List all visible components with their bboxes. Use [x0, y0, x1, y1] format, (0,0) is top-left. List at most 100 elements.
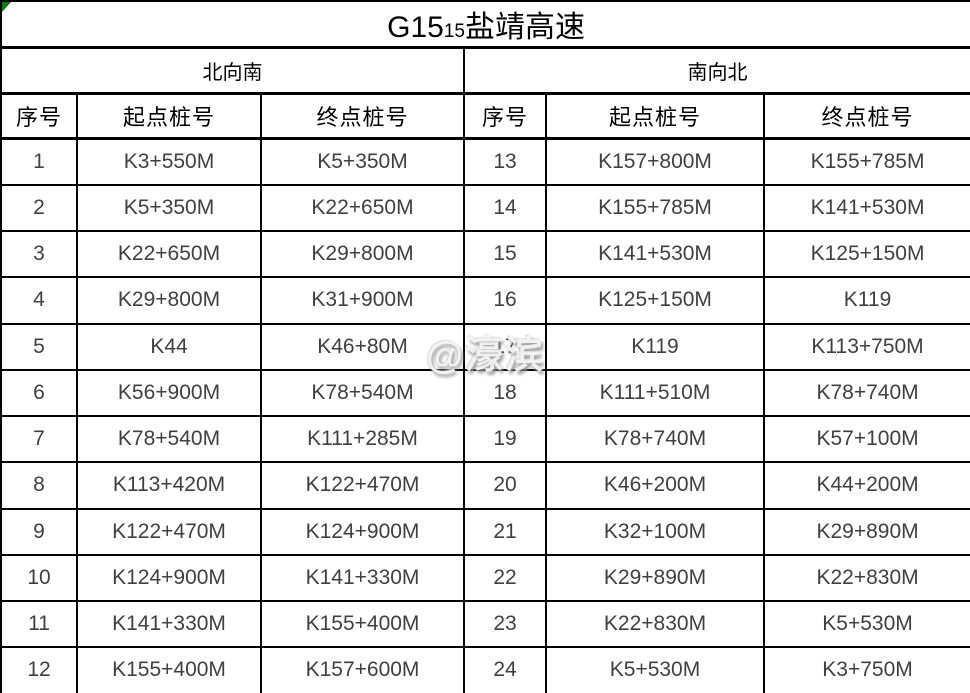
start-stake-cell: K141+330M: [76, 599, 262, 649]
serial-number-cell: 6: [0, 368, 78, 418]
column-header-end-stake-right: 终点桩号: [762, 92, 970, 140]
start-stake-cell: K29+800M: [76, 276, 262, 325]
start-stake-cell: K113+420M: [76, 461, 262, 510]
end-stake-cell: K78+540M: [260, 368, 465, 418]
serial-number-cell: 16: [463, 276, 547, 325]
column-header-start-stake-left: 起点桩号: [76, 92, 262, 140]
start-stake-cell: K119: [545, 322, 765, 371]
table-row: 10 K124+900M K141+330M 22 K29+890M K22+830M: [0, 553, 970, 603]
end-stake-cell: K119: [762, 276, 970, 325]
end-stake-cell: K29+800M: [260, 229, 465, 279]
serial-number-cell: 22: [463, 553, 547, 603]
end-stake-cell: K46+80M: [260, 322, 465, 371]
start-stake-cell: K3+550M: [76, 137, 262, 186]
start-stake-cell: K78+740M: [545, 414, 765, 464]
table-body: 1 K3+550M K5+350M 13 K157+800M K155+785M 2 K5+3…: [0, 137, 970, 693]
start-stake-cell: K44: [76, 322, 262, 371]
serial-number-cell: 13: [463, 137, 547, 186]
start-stake-cell: K155+400M: [76, 646, 262, 693]
start-stake-cell: K32+100M: [545, 507, 765, 556]
start-stake-cell: K29+890M: [545, 553, 765, 603]
start-stake-cell: K141+530M: [545, 229, 765, 279]
table-row: 6 K56+900M K78+540M 18 K111+510M K78+740M: [0, 368, 970, 418]
serial-number-cell: 1: [0, 137, 78, 186]
table-row: 12 K155+400M K157+600M 24 K5+530M K3+750M: [0, 646, 970, 693]
direction-header-south-to-north: 南向北: [462, 46, 970, 95]
end-stake-cell: K22+830M: [762, 553, 970, 603]
end-stake-cell: K29+890M: [762, 507, 970, 556]
title-road-name: 盐靖高速: [464, 11, 585, 44]
column-header-row: 序号 起点桩号 终点桩号 序号 起点桩号 终点桩号: [0, 92, 970, 140]
start-stake-cell: K122+470M: [76, 507, 262, 556]
serial-number-cell: 15: [463, 229, 547, 279]
end-stake-cell: K3+750M: [762, 646, 970, 693]
start-stake-cell: K56+900M: [76, 368, 262, 418]
start-stake-cell: K155+785M: [545, 183, 765, 233]
serial-number-cell: 18: [463, 368, 547, 418]
column-header-start-stake-right: 起点桩号: [545, 92, 765, 140]
end-stake-cell: K124+900M: [260, 507, 465, 556]
serial-number-cell: 17: [463, 322, 547, 371]
table-row: 7 K78+540M K111+285M 19 K78+740M K57+100M: [0, 414, 970, 464]
table-row: 2 K5+350M K22+650M 14 K155+785M K141+530M: [0, 183, 970, 233]
start-stake-cell: K111+510M: [545, 368, 765, 418]
serial-number-cell: 12: [0, 646, 78, 693]
end-stake-cell: K155+400M: [260, 599, 465, 649]
serial-number-cell: 7: [0, 414, 78, 464]
table-row: 9 K122+470M K124+900M 21 K32+100M K29+890M: [0, 507, 970, 556]
table-row: 5 K44 K46+80M 17 K119 K113+750M: [0, 322, 970, 371]
start-stake-cell: K125+150M: [545, 276, 765, 325]
title-road-code-subscript: 15: [443, 21, 465, 42]
title-road-code: G15: [387, 11, 444, 44]
table-row: 3 K22+650M K29+800M 15 K141+530M K125+150M: [0, 229, 970, 279]
end-stake-cell: K78+740M: [762, 368, 970, 418]
end-stake-cell: K57+100M: [762, 414, 970, 464]
serial-number-cell: 20: [463, 461, 547, 510]
table-row: 8 K113+420M K122+470M 20 K46+200M K44+200M: [0, 461, 970, 510]
serial-number-cell: 23: [463, 599, 547, 649]
direction-header-north-to-south: 北向南: [0, 46, 465, 95]
serial-number-cell: 24: [463, 646, 547, 693]
end-stake-cell: K5+530M: [762, 599, 970, 649]
table-row: 11 K141+330M K155+400M 23 K22+830M K5+530M: [0, 599, 970, 649]
start-stake-cell: K5+350M: [76, 183, 262, 233]
serial-number-cell: 5: [0, 322, 78, 371]
serial-number-cell: 10: [0, 553, 78, 603]
start-stake-cell: K124+900M: [76, 553, 262, 603]
direction-header-row: 北向南 南向北: [0, 46, 970, 95]
column-header-serial-left: 序号: [0, 92, 78, 140]
serial-number-cell: 14: [463, 183, 547, 233]
serial-number-cell: 11: [0, 599, 78, 649]
end-stake-cell: K31+900M: [260, 276, 465, 325]
start-stake-cell: K46+200M: [545, 461, 765, 510]
end-stake-cell: K5+350M: [260, 137, 465, 186]
end-stake-cell: K113+750M: [762, 322, 970, 371]
start-stake-cell: K22+830M: [545, 599, 765, 649]
start-stake-cell: K78+540M: [76, 414, 262, 464]
end-stake-cell: K122+470M: [260, 461, 465, 510]
serial-number-cell: 21: [463, 507, 547, 556]
serial-number-cell: 9: [0, 507, 78, 556]
end-stake-cell: K141+330M: [260, 553, 465, 603]
end-stake-cell: K157+600M: [260, 646, 465, 693]
end-stake-cell: K141+530M: [762, 183, 970, 233]
table-row: 1 K3+550M K5+350M 13 K157+800M K155+785M: [0, 137, 970, 186]
start-stake-cell: K22+650M: [76, 229, 262, 279]
serial-number-cell: 4: [0, 276, 78, 325]
column-header-serial-right: 序号: [463, 92, 547, 140]
column-header-end-stake-left: 终点桩号: [260, 92, 465, 140]
end-stake-cell: K111+285M: [260, 414, 465, 464]
serial-number-cell: 19: [463, 414, 547, 464]
end-stake-cell: K44+200M: [762, 461, 970, 510]
table-row: 4 K29+800M K31+900M 16 K125+150M K119: [0, 276, 970, 325]
cell-error-triangle-icon: [2, 2, 11, 12]
title-row: G1515盐靖高速: [0, 0, 970, 49]
end-stake-cell: K22+650M: [260, 183, 465, 233]
end-stake-cell: K125+150M: [762, 229, 970, 279]
serial-number-cell: 8: [0, 461, 78, 510]
table-title: G1515盐靖高速: [0, 0, 970, 49]
end-stake-cell: K155+785M: [762, 137, 970, 186]
start-stake-cell: K5+530M: [545, 646, 765, 693]
